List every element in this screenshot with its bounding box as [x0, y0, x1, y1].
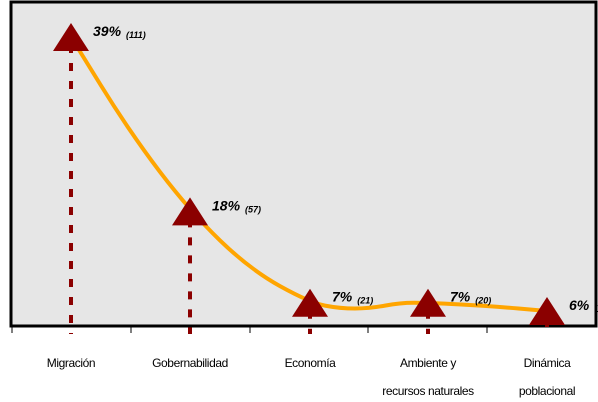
point-marker-2 — [292, 288, 328, 317]
value-label-4: 6% — [569, 297, 590, 313]
count-label-1: (57) — [245, 204, 261, 214]
count-label-0: (111) — [126, 30, 146, 40]
category-label-3-1: recursos naturales — [382, 384, 474, 398]
value-label-2: 7% — [332, 289, 353, 305]
category-label-2-0: Economía — [285, 356, 337, 370]
data-labels: 39% (111) 18% (57) 7% (21) 7% (20) 6% (16) — [93, 23, 598, 314]
point-marker-3 — [410, 288, 446, 317]
count-label-2: (21) — [357, 296, 373, 306]
category-labels: Migración Gobernabilidad Economía Ambiente … — [47, 356, 576, 398]
point-marker-4 — [529, 297, 565, 325]
point-marker-1 — [172, 197, 208, 226]
value-label-1: 18% — [212, 197, 241, 213]
category-label-4-1: poblacional — [519, 384, 575, 398]
point-marker-0 — [53, 23, 89, 51]
value-label-3: 7% — [450, 289, 471, 305]
plot-area — [9, 0, 598, 328]
category-label-3-0: Ambiente y — [400, 356, 456, 370]
markers — [53, 23, 565, 325]
x-ticks — [11, 326, 488, 333]
category-label-4-0: Dinámica — [524, 356, 572, 370]
count-label-4: (16) — [594, 304, 598, 314]
count-label-3: (20) — [475, 296, 491, 306]
category-label-0-0: Migración — [47, 356, 95, 370]
category-label-1-0: Gobernabilidad — [152, 356, 228, 370]
value-label-0: 39% — [93, 23, 122, 39]
